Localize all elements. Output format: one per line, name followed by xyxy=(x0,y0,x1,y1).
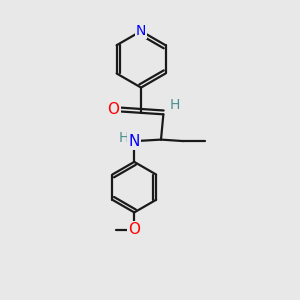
Text: N: N xyxy=(129,134,140,148)
Text: O: O xyxy=(107,102,119,117)
Text: H: H xyxy=(169,98,180,112)
Text: O: O xyxy=(128,222,140,237)
Text: H: H xyxy=(119,130,129,145)
Text: N: N xyxy=(136,24,146,38)
